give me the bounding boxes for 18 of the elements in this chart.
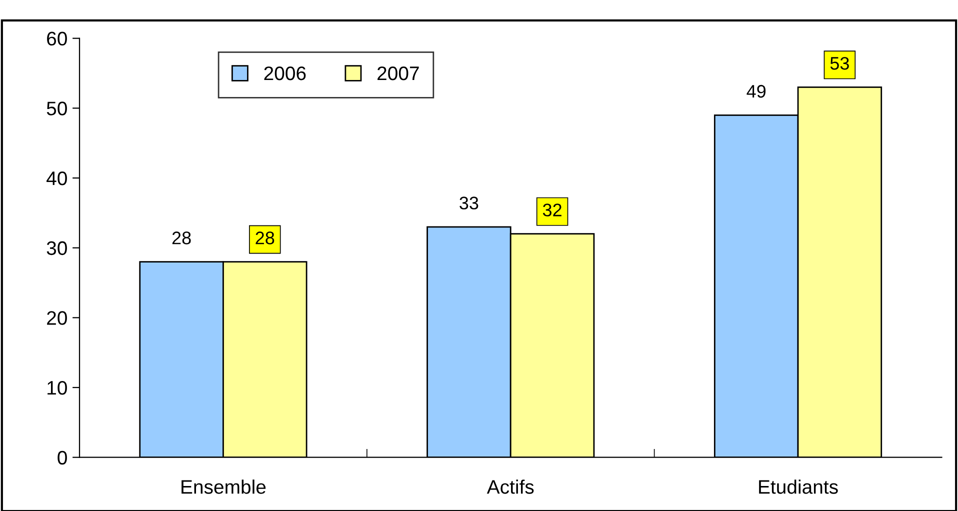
legend-label: 2007 [378, 66, 419, 80]
x-tick-label: Etudiants [759, 480, 838, 494]
x-tick-label: Ensemble [182, 480, 266, 494]
legend-label: 2006 [264, 66, 306, 80]
y-tick-label: 40 [46, 171, 67, 186]
y-tick-label: 0 [58, 450, 67, 465]
data-label: 28 [172, 232, 191, 244]
data-label: 33 [460, 196, 478, 210]
data-label: 53 [830, 56, 849, 70]
y-tick-label: 10 [48, 380, 67, 395]
data-label: 28 [256, 232, 274, 244]
data-label: 49 [746, 84, 766, 98]
y-tick-label: 20 [47, 311, 67, 325]
y-tick-label: 60 [47, 32, 67, 46]
y-tick-label: 50 [46, 102, 67, 116]
y-tick-label: 30 [46, 241, 67, 256]
x-tick-label: Actifs [486, 480, 534, 494]
data-label: 32 [542, 204, 562, 216]
